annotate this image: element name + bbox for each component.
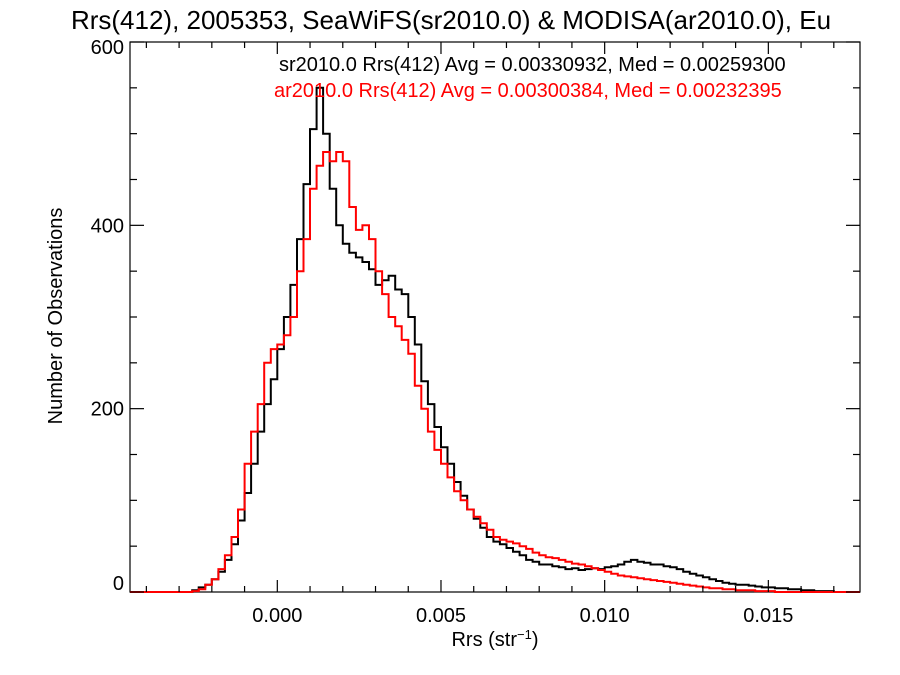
y-axis-label: Number of Observations (45, 208, 67, 425)
x-axis-label: Rrs (str−1) (451, 627, 538, 652)
series-line-1 (130, 151, 860, 593)
annotation-sr2010: sr2010.0 Rrs(412) Avg = 0.00330932, Med … (279, 54, 786, 76)
annotation-ar2010: ar2010.0 Rrs(412) Avg = 0.00300384, Med … (274, 80, 782, 102)
x-tick-label: 0.010 (580, 605, 630, 627)
series-layer (130, 86, 860, 593)
x-tick-label: 0.005 (416, 605, 466, 627)
y-tick-label: 200 (91, 399, 124, 421)
tick-layer: 0.000 0.005 0.010 0.015 0 200 400 600 (91, 37, 860, 627)
x-axis-label-main: Rrs (str (451, 629, 517, 651)
y-tick-label: 600 (91, 37, 124, 59)
y-tick-label: 400 (91, 215, 124, 237)
x-axis-label-close: ) (532, 629, 539, 651)
x-tick-label: 0.000 (252, 605, 302, 627)
y-tick-label: 0 (113, 573, 124, 595)
x-axis-label-superscript: −1 (517, 627, 532, 642)
series-line-0 (130, 86, 860, 593)
chart-title: Rrs(412), 2005353, SeaWiFS(sr2010.0) & M… (71, 5, 831, 35)
x-tick-label: 0.015 (743, 605, 793, 627)
